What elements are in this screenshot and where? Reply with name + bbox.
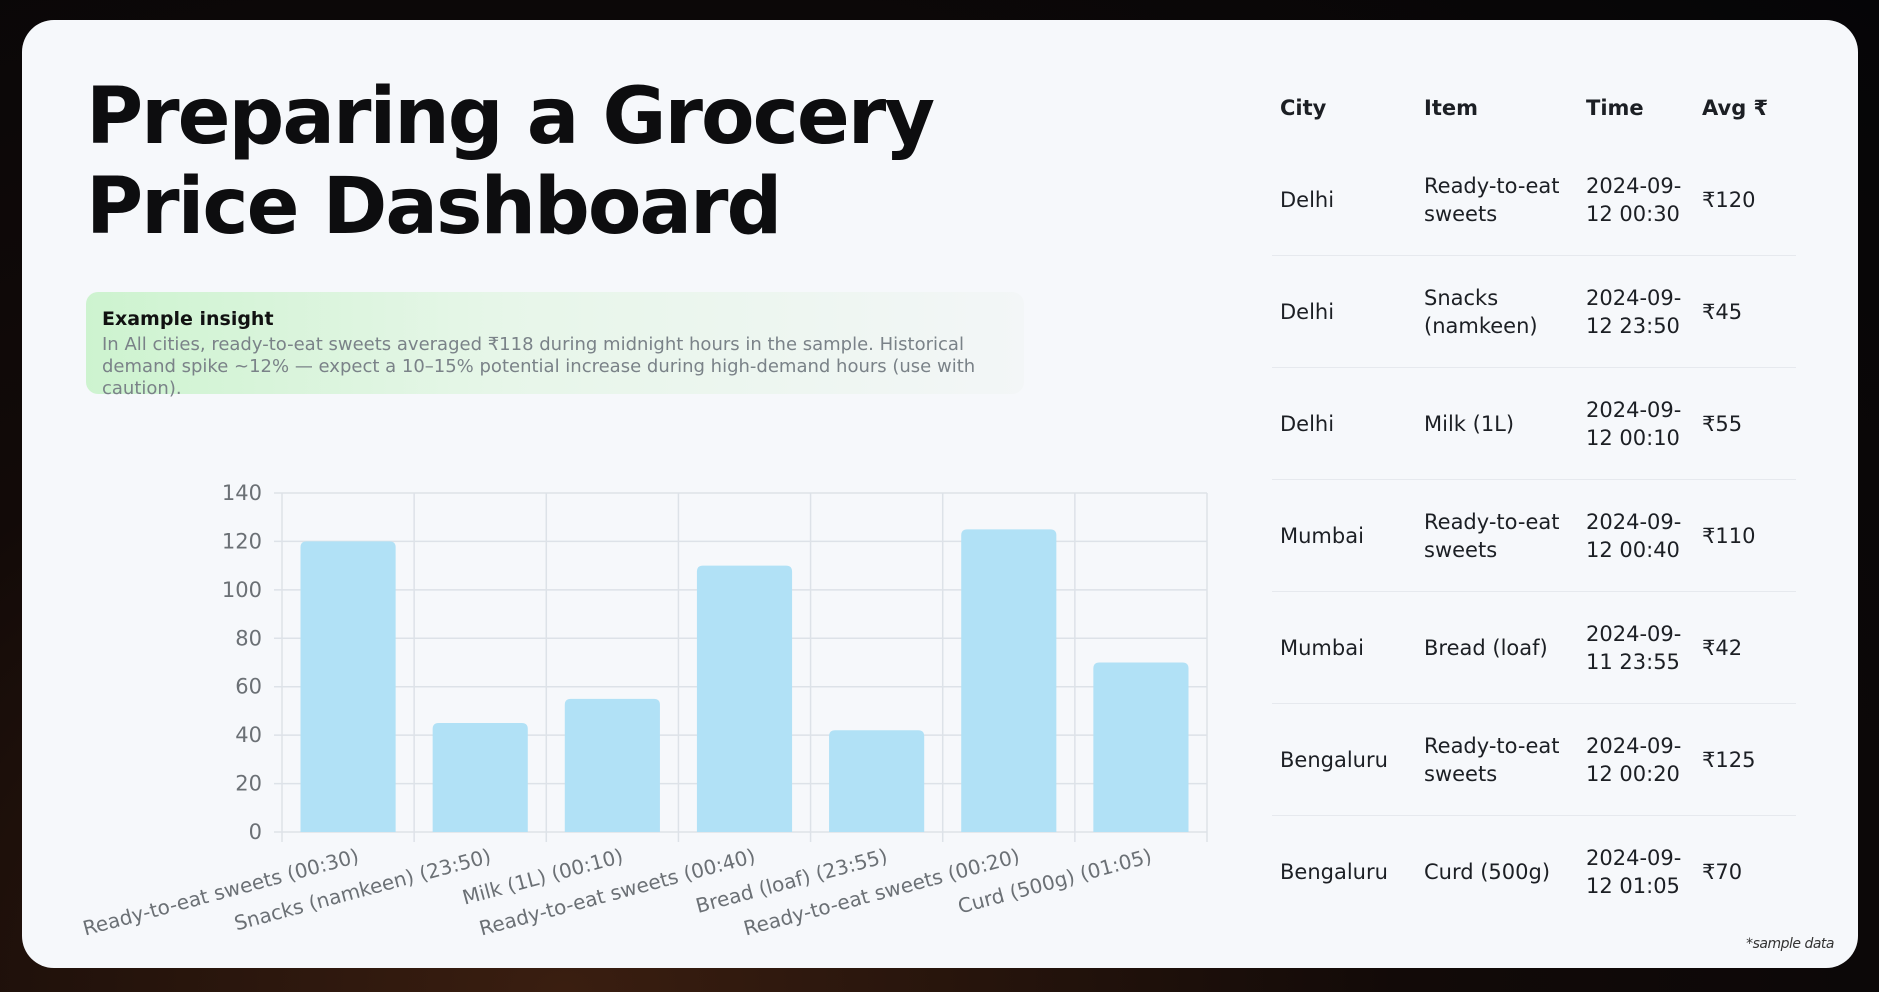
cell-city: Delhi <box>1272 367 1416 480</box>
cell-item: Bread (loaf) <box>1416 591 1578 704</box>
cell-avg: ₹70 <box>1694 815 1796 927</box>
cell-item: Ready-to-eat sweets <box>1416 703 1578 816</box>
chart-bar <box>961 529 1057 832</box>
dashboard-card: Preparing a Grocery Price Dashboard Exam… <box>22 20 1858 968</box>
cell-avg: ₹45 <box>1694 255 1796 368</box>
cell-avg: ₹42 <box>1694 591 1796 704</box>
y-tick-label: 0 <box>249 820 262 844</box>
cell-time: 2024-09-12 23:50 <box>1578 255 1694 368</box>
price-bar-chart: 0 20 40 60 80 100 120 140 Ready-to-eat sweets (… <box>80 481 1208 941</box>
cell-item: Milk (1L) <box>1416 367 1578 480</box>
cell-city: Delhi <box>1272 255 1416 368</box>
table-row: Mumbai Bread (loaf) 2024-09-11 23:55 ₹42 <box>1272 591 1796 704</box>
chart-bar <box>829 730 925 832</box>
header-city: City <box>1280 95 1327 120</box>
insight-heading: Example insight <box>102 308 274 330</box>
sample-data-note: *sample data <box>1746 936 1834 952</box>
chart-bar <box>300 541 396 832</box>
table-header-row: City Item Time Avg ₹ <box>1272 72 1796 144</box>
header-item: Item <box>1424 95 1478 120</box>
cell-time: 2024-09-12 00:40 <box>1578 479 1694 592</box>
table-row: Delhi Ready-to-eat sweets 2024-09-12 00:… <box>1272 144 1796 256</box>
cell-item: Snacks (namkeen) <box>1416 255 1578 368</box>
insight-text: In All cities, ready-to-eat sweets avera… <box>102 334 976 399</box>
y-tick-label: 80 <box>235 626 262 650</box>
chart-bar <box>696 565 793 832</box>
cell-time: 2024-09-12 01:05 <box>1578 815 1694 927</box>
cell-time: 2024-09-12 00:30 <box>1586 173 1682 226</box>
cell-item: Curd (500g) <box>1416 815 1578 927</box>
chart-bars <box>300 529 1189 832</box>
y-tick-label: 60 <box>235 675 262 699</box>
price-table: City Item Time Avg ₹ Delhi Ready-to-eat … <box>1272 72 1796 927</box>
table-row: Mumbai Ready-to-eat sweets 2024-09-12 00… <box>1272 479 1796 592</box>
cell-city: Delhi <box>1280 187 1335 212</box>
table-row: Bengaluru Curd (500g) 2024-09-12 01:05 ₹… <box>1272 815 1796 927</box>
y-tick-label: 100 <box>222 578 262 602</box>
page-title: Preparing a Grocery Price Dashboard <box>86 72 935 252</box>
chart-bar <box>1093 662 1189 832</box>
cell-item: Ready-to-eat sweets <box>1416 479 1578 592</box>
header-avg: Avg ₹ <box>1702 95 1769 120</box>
cell-item: Ready-to-eat sweets <box>1424 173 1560 226</box>
header-time: Time <box>1586 95 1644 120</box>
cell-avg: ₹55 <box>1694 367 1796 480</box>
cell-time: 2024-09-12 00:10 <box>1578 367 1694 480</box>
cell-city: Mumbai <box>1272 479 1416 592</box>
cell-time: 2024-09-11 23:55 <box>1578 591 1694 704</box>
insight-callout: Example insight In All cities, ready-to-… <box>86 292 1024 399</box>
cell-city: Bengaluru <box>1272 703 1416 816</box>
cell-time: 2024-09-12 00:20 <box>1578 703 1694 816</box>
cell-avg: ₹110 <box>1694 479 1796 592</box>
cell-city: Mumbai <box>1272 591 1416 704</box>
cell-avg: ₹120 <box>1702 187 1756 212</box>
chart-bar <box>564 698 660 832</box>
table-row: Delhi Snacks (namkeen) 2024-09-12 23:50 … <box>1272 255 1796 368</box>
y-tick-label: 20 <box>235 772 262 796</box>
x-axis-labels: Ready-to-eat sweets (00:30)Snacks (namke… <box>80 844 1154 941</box>
cell-avg: ₹125 <box>1694 703 1796 816</box>
chart-bar <box>432 723 528 832</box>
table-row: Delhi Milk (1L) 2024-09-12 00:10 ₹55 <box>1272 367 1796 480</box>
y-tick-label: 120 <box>222 529 262 553</box>
table-row: Bengaluru Ready-to-eat sweets 2024-09-12… <box>1272 703 1796 816</box>
y-tick-label: 140 <box>222 481 262 505</box>
cell-city: Bengaluru <box>1272 815 1416 927</box>
y-tick-label: 40 <box>235 723 262 747</box>
y-axis-ticks: 0 20 40 60 80 100 120 140 <box>222 481 262 844</box>
